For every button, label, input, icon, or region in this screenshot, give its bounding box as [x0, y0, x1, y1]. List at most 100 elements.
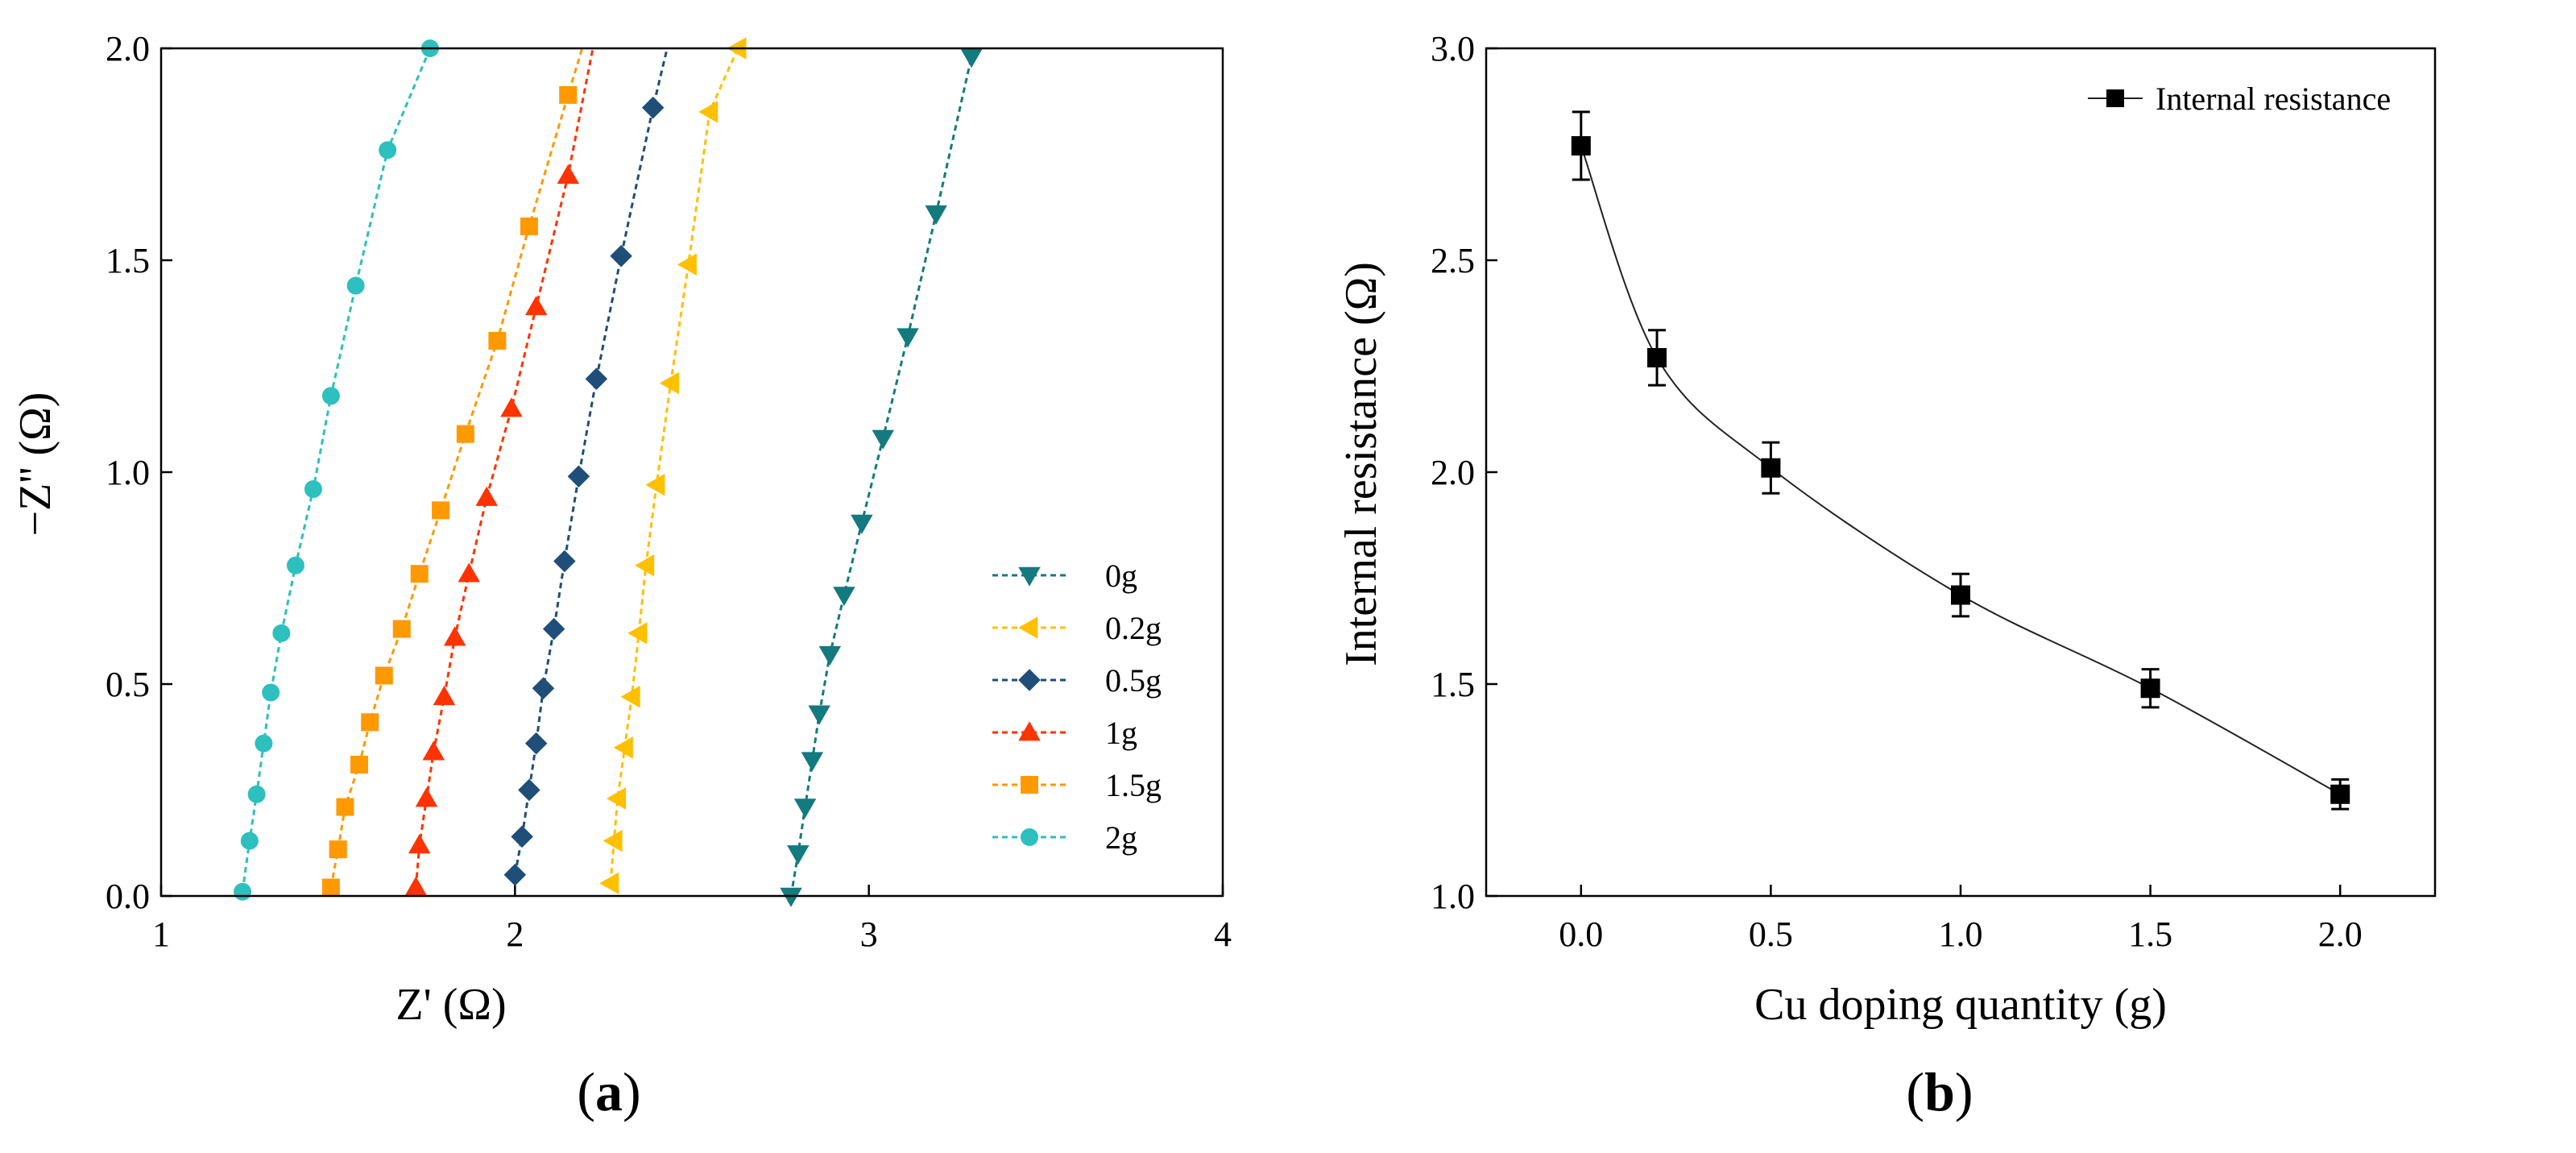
legend-marker — [1018, 669, 1041, 691]
data-point — [272, 624, 291, 642]
data-point — [1951, 585, 1970, 605]
data-point — [432, 501, 450, 520]
data-point — [375, 666, 393, 685]
data-point — [404, 876, 428, 896]
panel-b-x-axis-label: Cu doping quantity (g) — [1754, 980, 2167, 1030]
data-point — [872, 429, 894, 450]
data-point — [520, 217, 538, 235]
data-point — [793, 798, 817, 819]
panel-b-ticks: 0.0 0.5 1.0 1.5 2.0 1.0 1.5 2.0 2.5 3.0 — [1431, 29, 2363, 954]
data-point — [321, 387, 340, 405]
panel-a-caption: (a) — [577, 1061, 640, 1122]
panel-b-series — [1571, 110, 2350, 811]
x-tick-label: 1 — [152, 915, 170, 954]
panel-a-legend: 0g 0.2g 0.5g 1g 1.5g 2g — [992, 558, 1162, 856]
data-point — [599, 872, 619, 894]
data-point — [698, 101, 719, 123]
legend-item: 2g — [992, 819, 1137, 856]
data-point — [851, 514, 873, 534]
series-2g — [234, 39, 439, 901]
data-point — [801, 752, 824, 772]
data-point — [620, 686, 640, 708]
y-tick-label: 1.5 — [1431, 665, 1475, 704]
series-line — [241, 47, 434, 892]
y-tick-label: 2.0 — [106, 29, 150, 68]
data-point — [524, 732, 548, 755]
data-point — [247, 785, 266, 803]
data-point — [255, 734, 273, 753]
data-point — [818, 645, 842, 666]
data-point — [897, 328, 919, 348]
legend-item: Internal resistance — [2088, 81, 2391, 117]
data-point — [346, 276, 365, 295]
data-point — [1647, 347, 1667, 367]
data-point — [585, 367, 608, 391]
data-point — [532, 677, 555, 700]
panel-a-ticks: 1 2 3 4 0.0 0.5 1.0 1.5 2.0 — [106, 29, 1232, 954]
data-point — [1571, 135, 1591, 156]
data-point — [511, 825, 533, 848]
data-point — [456, 425, 474, 443]
data-point — [262, 683, 280, 702]
data-point — [787, 845, 810, 865]
data-point — [392, 620, 411, 638]
panel-a-series — [234, 37, 983, 907]
legend-marker — [1018, 566, 1041, 587]
data-point — [627, 622, 648, 645]
data-point — [610, 244, 632, 268]
y-tick-label: 0.5 — [106, 665, 150, 704]
legend-label: 0g — [1105, 558, 1137, 594]
legend-marker — [2106, 89, 2124, 107]
panel-b-legend: Internal resistance — [2088, 81, 2391, 117]
panel-a-y-axis-label: −Z'' (Ω) — [10, 392, 60, 537]
legend-item: 0.2g — [992, 610, 1162, 646]
panel-a-eis-chart: 1 2 3 4 0.0 0.5 1.0 1.5 2.0 0g 0.2g 0.5g 1g 1.5g 2g Z… — [10, 29, 1232, 1122]
y-tick-label: 0.0 — [106, 877, 150, 916]
data-point — [433, 686, 456, 706]
data-point — [240, 832, 259, 850]
series-1.5g — [321, 48, 584, 897]
series-0g — [780, 48, 983, 907]
data-point — [518, 778, 540, 802]
data-point — [321, 878, 340, 897]
series-line — [789, 48, 980, 897]
y-tick-label: 1.0 — [1431, 877, 1475, 916]
legend-item: 1g — [992, 715, 1137, 751]
data-point — [379, 141, 397, 160]
data-point — [559, 85, 578, 104]
data-point — [613, 736, 633, 759]
legend-label: Internal resistance — [2156, 81, 2391, 117]
data-point — [659, 371, 679, 395]
legend-label: 0.2g — [1105, 610, 1162, 646]
legend-label: 1g — [1105, 715, 1137, 751]
data-point — [1761, 458, 1781, 478]
series-0.2g — [599, 37, 752, 894]
data-point — [925, 205, 947, 225]
data-point — [606, 787, 627, 810]
data-point — [557, 164, 579, 185]
y-tick-label: 1.0 — [106, 453, 150, 492]
data-point — [503, 863, 527, 886]
legend-item: 0g — [992, 558, 1137, 594]
data-point — [408, 834, 431, 854]
data-point — [336, 798, 354, 816]
data-point — [458, 562, 480, 583]
x-tick-label: 4 — [1214, 915, 1232, 954]
data-point — [500, 397, 523, 417]
x-tick-label: 0.0 — [1559, 915, 1603, 954]
data-point — [488, 331, 507, 350]
series-0.5g — [503, 48, 669, 886]
data-point — [833, 587, 855, 607]
data-point — [603, 829, 623, 852]
data-point — [304, 480, 322, 499]
data-point — [542, 617, 565, 641]
data-point — [475, 486, 498, 506]
legend-marker — [1018, 616, 1038, 639]
data-point — [641, 96, 665, 119]
data-point — [234, 882, 252, 901]
series-1g — [404, 48, 594, 896]
data-point — [422, 740, 445, 761]
y-tick-label: 3.0 — [1431, 29, 1475, 68]
data-point — [2140, 678, 2160, 699]
legend-item: 0.5g — [992, 662, 1162, 699]
